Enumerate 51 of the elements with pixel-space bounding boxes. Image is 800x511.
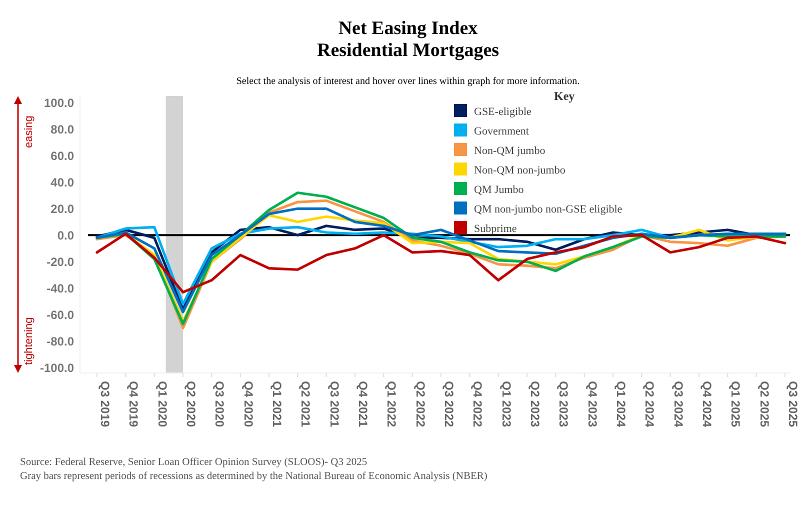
y-tick-label: -60.0 [46, 308, 74, 322]
x-tick-label: Q3 2023 [556, 381, 571, 428]
source-note: Source: Federal Reserve, Senior Loan Officer Opinion Survey (SLOOS)- Q3 2025 [20, 457, 368, 468]
chart-subtitle: Select the analysis of interest and hover over lines within graph for more information. [236, 76, 580, 87]
text: tightening [23, 317, 35, 365]
x-tick-label: Q2 2022 [413, 381, 428, 428]
legend-title: Key [554, 89, 575, 103]
y-tick-label: 100.0 [44, 96, 74, 110]
x-tick-label: Q3 2022 [442, 381, 456, 428]
legend-label: QM Jumbo [474, 184, 524, 196]
x-tick-label: Q2 2025 [757, 381, 772, 428]
y-tick-label: -20.0 [46, 254, 74, 269]
chart-title: Net Easing Index Residential Mortgages [316, 18, 500, 61]
x-tick-label: Q4 2019 [126, 381, 141, 428]
x-tick-label: Q4 2022 [470, 381, 485, 428]
x-tick-label: Q3 2019 [98, 381, 112, 428]
x-tick-label: Q1 2025 [728, 381, 743, 428]
x-tick-label: Q4 2024 [700, 381, 714, 428]
y-tick-label: 60.0 [50, 148, 74, 163]
y-tick-label: -100.0 [40, 360, 74, 375]
x-tick-label: Q4 2023 [585, 381, 600, 428]
text: easing [23, 116, 35, 148]
x-tick-label: Q2 2023 [528, 381, 542, 428]
y-tick-label: 20.0 [50, 202, 74, 216]
x-tick-label: Q1 2022 [384, 381, 399, 428]
legend-label: Government [474, 126, 529, 138]
y-tick-label: 0.0 [57, 228, 74, 242]
x-tick-label: Q3 2020 [212, 381, 227, 428]
line-series [96, 232, 786, 294]
x-tick-label: Q1 2020 [155, 381, 170, 428]
text: Gray bars represent periods of recessions as determined by the National Bureau of Economic Analysis (NBER) [20, 471, 488, 482]
x-tick-label: Q4 2021 [356, 381, 370, 428]
x-tick-label: Q2 2024 [642, 381, 657, 428]
legend-label: QM non-jumbo non-GSE eligible [474, 204, 622, 216]
x-tick-label: Q1 2024 [614, 381, 628, 428]
y-tick-label: -80.0 [46, 334, 74, 348]
x-tick-label: Q1 2023 [499, 381, 514, 428]
legend-label: Subprime [474, 223, 517, 235]
y-tick-label: -40.0 [46, 281, 74, 296]
x-tick-label: Q2 2021 [298, 381, 313, 428]
x-tick-label: Q1 2021 [270, 381, 284, 428]
x-tick-label: Q3 2021 [327, 381, 342, 428]
x-tick-label: Q3 2024 [671, 381, 686, 428]
legend-label: Non-QM jumbo [474, 145, 546, 157]
x-tick-label: Q2 2020 [184, 381, 198, 428]
y-tick-label: 40.0 [50, 175, 74, 190]
x-tick-label: Q4 2020 [241, 381, 256, 428]
y-tick-label: 80.0 [50, 122, 74, 136]
legend-label: Non-QM non-jumbo [474, 164, 566, 176]
legend-label: GSE-eligible [474, 106, 532, 118]
x-tick-label: Q3 2025 [786, 381, 800, 428]
